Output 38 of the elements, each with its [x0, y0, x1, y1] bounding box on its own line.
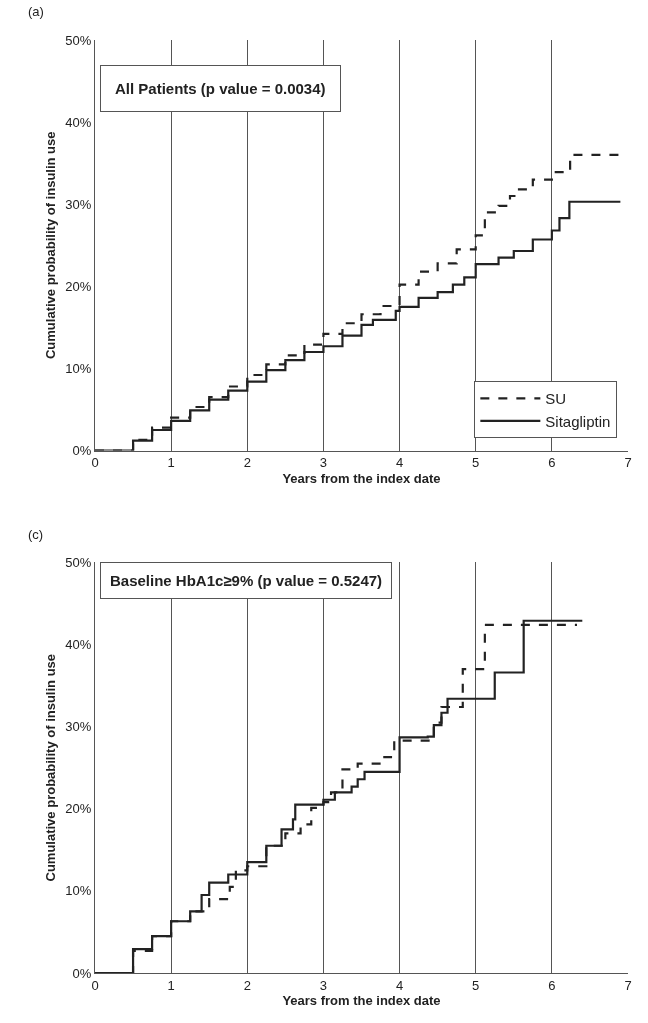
- annotation: Baseline HbA1c≥9% (p value = 0.5247): [110, 572, 383, 589]
- y-tick-label: 0%: [72, 965, 92, 981]
- x-tick-label: 6: [548, 977, 556, 993]
- y-tick-label: 30%: [65, 196, 92, 212]
- y-tick-label: 10%: [65, 883, 92, 899]
- x-tick-label: 6: [548, 455, 556, 471]
- y-tick-label: 30%: [65, 719, 92, 735]
- legend-label: SU: [545, 390, 567, 408]
- x-axis-title: Years from the index date: [282, 993, 441, 1009]
- y-axis-title: Cumulative probability of insulin use: [43, 653, 59, 882]
- x-tick-label: 5: [472, 977, 480, 993]
- y-tick-label: 40%: [65, 114, 92, 130]
- x-tick-label: 5: [472, 455, 480, 471]
- text: (c): [28, 527, 44, 542]
- y-tick-label: 0%: [72, 443, 92, 459]
- y-tick-label: 20%: [65, 278, 92, 294]
- legend-label: Sitagliptin: [545, 412, 611, 430]
- y-tick-label: 50%: [65, 32, 92, 48]
- y-tick-label: 40%: [65, 637, 92, 653]
- x-tick-label: 1: [167, 455, 175, 471]
- x-tick-label: 7: [624, 455, 632, 471]
- y-tick-label: 50%: [65, 555, 92, 571]
- x-tick-label: 0: [91, 455, 99, 471]
- x-tick-label: 0: [91, 977, 99, 993]
- text: (a): [28, 4, 44, 19]
- x-axis-title: Years from the index date: [282, 470, 441, 486]
- x-tick-label: 2: [243, 455, 251, 471]
- x-tick-label: 3: [319, 455, 328, 471]
- x-tick-label: 2: [243, 977, 251, 993]
- x-tick-label: 7: [624, 977, 632, 993]
- x-tick-label: 4: [395, 977, 404, 993]
- y-tick-label: 10%: [65, 360, 92, 376]
- y-axis-title: Cumulative probability of insulin use: [43, 131, 59, 360]
- x-tick-label: 4: [395, 455, 404, 471]
- annotation: All Patients (p value = 0.0034): [115, 80, 326, 97]
- x-tick-label: 3: [319, 977, 328, 993]
- y-tick-label: 20%: [65, 801, 92, 817]
- x-tick-label: 1: [167, 977, 175, 993]
